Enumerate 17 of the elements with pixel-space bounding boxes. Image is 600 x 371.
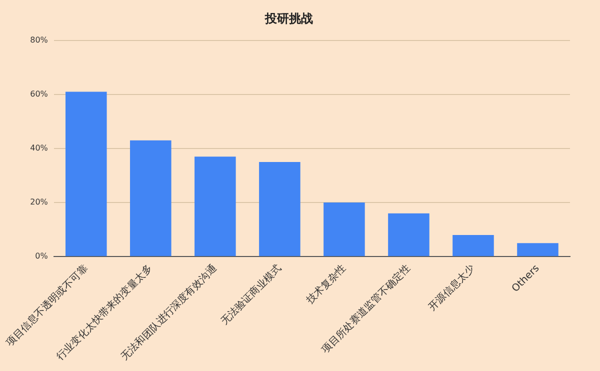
- y-tick-label: 40%: [30, 144, 48, 153]
- bar: [259, 162, 300, 256]
- x-tick-label: 开源信息太少: [426, 262, 478, 314]
- bar: [324, 202, 365, 256]
- bar: [194, 156, 236, 256]
- bar: [517, 243, 558, 256]
- bar: [66, 92, 107, 256]
- chart-title: 投研挑战: [264, 11, 313, 26]
- bar: [130, 140, 172, 256]
- y-tick-label: 80%: [30, 35, 48, 44]
- y-tick-label: 0%: [35, 252, 48, 261]
- x-tick-label: 技术复杂性: [304, 262, 348, 307]
- y-tick-label: 60%: [30, 90, 48, 99]
- bar: [388, 213, 430, 256]
- x-tick-label: 无法验证商业模式: [218, 262, 284, 328]
- y-tick-label: 20%: [30, 198, 48, 207]
- bar: [452, 234, 494, 256]
